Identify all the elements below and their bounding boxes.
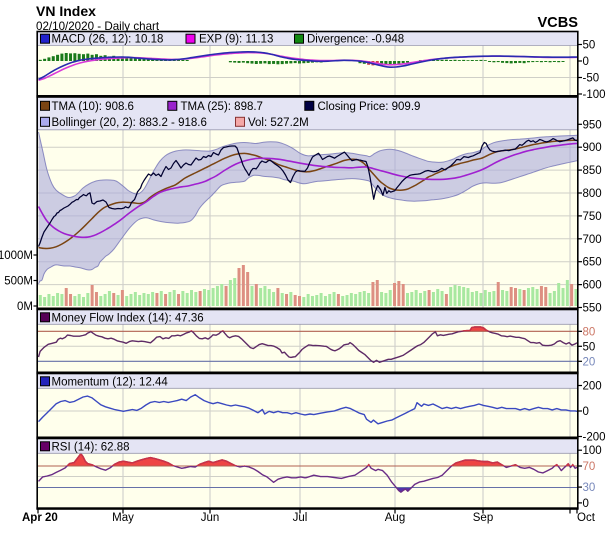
svg-text:TMA (25): 898.7: TMA (25): 898.7 [181,101,263,113]
svg-text:Momentum (12): 12.44: Momentum (12): 12.44 [52,376,169,388]
svg-text:1000M: 1000M [0,250,33,262]
svg-text:EXP (9): 11.13: EXP (9): 11.13 [199,34,273,46]
svg-text:100: 100 [583,445,602,457]
svg-text:Bollinger (20, 2): 883.2 - 918: Bollinger (20, 2): 883.2 - 918.6 [52,117,207,129]
svg-text:550: 550 [583,303,602,315]
svg-text:600: 600 [583,280,602,292]
svg-text:70: 70 [583,461,596,473]
svg-text:02/10/2020 - Daily chart: 02/10/2020 - Daily chart [36,20,160,33]
svg-text:VN Index: VN Index [36,3,96,19]
svg-text:Money Flow Index (14): 47.36: Money Flow Index (14): 47.36 [52,312,204,324]
svg-text:500M: 500M [4,276,33,288]
svg-text:50: 50 [583,341,596,353]
svg-text:TMA (10): 908.6: TMA (10): 908.6 [52,101,134,113]
svg-text:0M: 0M [17,301,33,313]
svg-text:80: 80 [583,326,596,338]
svg-text:Divergence: -0.948: Divergence: -0.948 [307,34,404,46]
svg-text:Vol: 527.2M: Vol: 527.2M [248,117,309,129]
svg-text:30: 30 [583,482,596,494]
svg-text:Oct: Oct [577,512,596,524]
svg-text:Aug: Aug [385,512,405,524]
svg-text:800: 800 [583,188,602,200]
svg-text:750: 750 [583,211,602,223]
svg-text:0: 0 [583,498,589,510]
svg-text:0: 0 [583,56,589,68]
svg-text:50: 50 [583,40,596,52]
svg-text:-100: -100 [583,89,606,101]
svg-text:RSI (14): 62.88: RSI (14): 62.88 [52,441,130,453]
svg-text:VCBS: VCBS [537,15,578,31]
svg-text:Apr 20: Apr 20 [22,512,58,524]
svg-text:Jul: Jul [293,512,308,524]
svg-text:MACD (26, 12): 10.18: MACD (26, 12): 10.18 [52,34,164,46]
svg-text:Jun: Jun [201,512,220,524]
svg-text:Closing Price: 909.9: Closing Price: 909.9 [318,101,421,113]
svg-text:200: 200 [583,381,602,393]
svg-text:Sep: Sep [473,512,493,524]
svg-text:-200: -200 [583,432,606,444]
svg-text:950: 950 [583,119,602,131]
svg-text:May: May [112,512,134,524]
svg-text:650: 650 [583,257,602,269]
svg-text:700: 700 [583,234,602,246]
svg-text:0: 0 [583,406,589,418]
svg-text:-50: -50 [583,73,600,85]
svg-text:900: 900 [583,142,602,154]
svg-text:20: 20 [583,356,596,368]
svg-text:850: 850 [583,165,602,177]
